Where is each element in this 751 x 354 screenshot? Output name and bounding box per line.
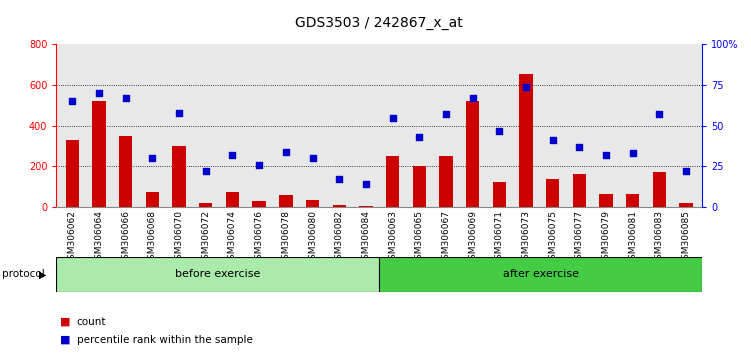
Bar [653,172,666,207]
Bar [333,205,346,207]
Bar [466,101,479,207]
Point [627,150,639,156]
Bar [520,74,532,207]
Text: before exercise: before exercise [175,269,261,279]
Point [200,169,212,174]
Point [680,169,692,174]
Text: GDS3503 / 242867_x_at: GDS3503 / 242867_x_at [295,16,463,30]
Bar [252,201,266,207]
Bar [626,194,639,207]
Text: ▶: ▶ [39,269,47,279]
Bar [199,203,213,207]
Bar [226,192,239,207]
Point [66,98,78,104]
Point [227,152,239,158]
Bar [119,136,132,207]
Bar [359,206,372,207]
Bar [599,194,613,207]
Point [413,134,425,140]
Bar [65,140,79,207]
Point [547,137,559,143]
Bar [279,195,293,207]
Bar [146,192,159,207]
Point [360,182,372,187]
Text: protocol: protocol [2,269,44,279]
Point [466,95,478,101]
Bar [546,179,559,207]
Point [146,155,158,161]
Point [520,84,532,90]
Bar [56,257,379,292]
Point [600,152,612,158]
Bar [680,203,693,207]
Bar [306,200,319,207]
Text: ■: ■ [60,317,71,327]
Point [574,144,586,150]
Bar [386,156,400,207]
Point [93,90,105,96]
Point [653,112,665,117]
Bar [379,257,702,292]
Bar [493,182,506,207]
Text: after exercise: after exercise [502,269,579,279]
Bar [173,146,185,207]
Bar [92,101,106,207]
Bar [439,156,453,207]
Text: ■: ■ [60,335,71,345]
Point [280,149,292,155]
Point [173,110,185,115]
Point [333,177,345,182]
Point [440,112,452,117]
Bar [573,173,586,207]
Point [306,155,318,161]
Text: count: count [77,317,106,327]
Text: percentile rank within the sample: percentile rank within the sample [77,335,252,345]
Point [387,115,399,120]
Point [253,162,265,167]
Bar [412,166,426,207]
Point [493,128,505,133]
Point [119,95,131,101]
